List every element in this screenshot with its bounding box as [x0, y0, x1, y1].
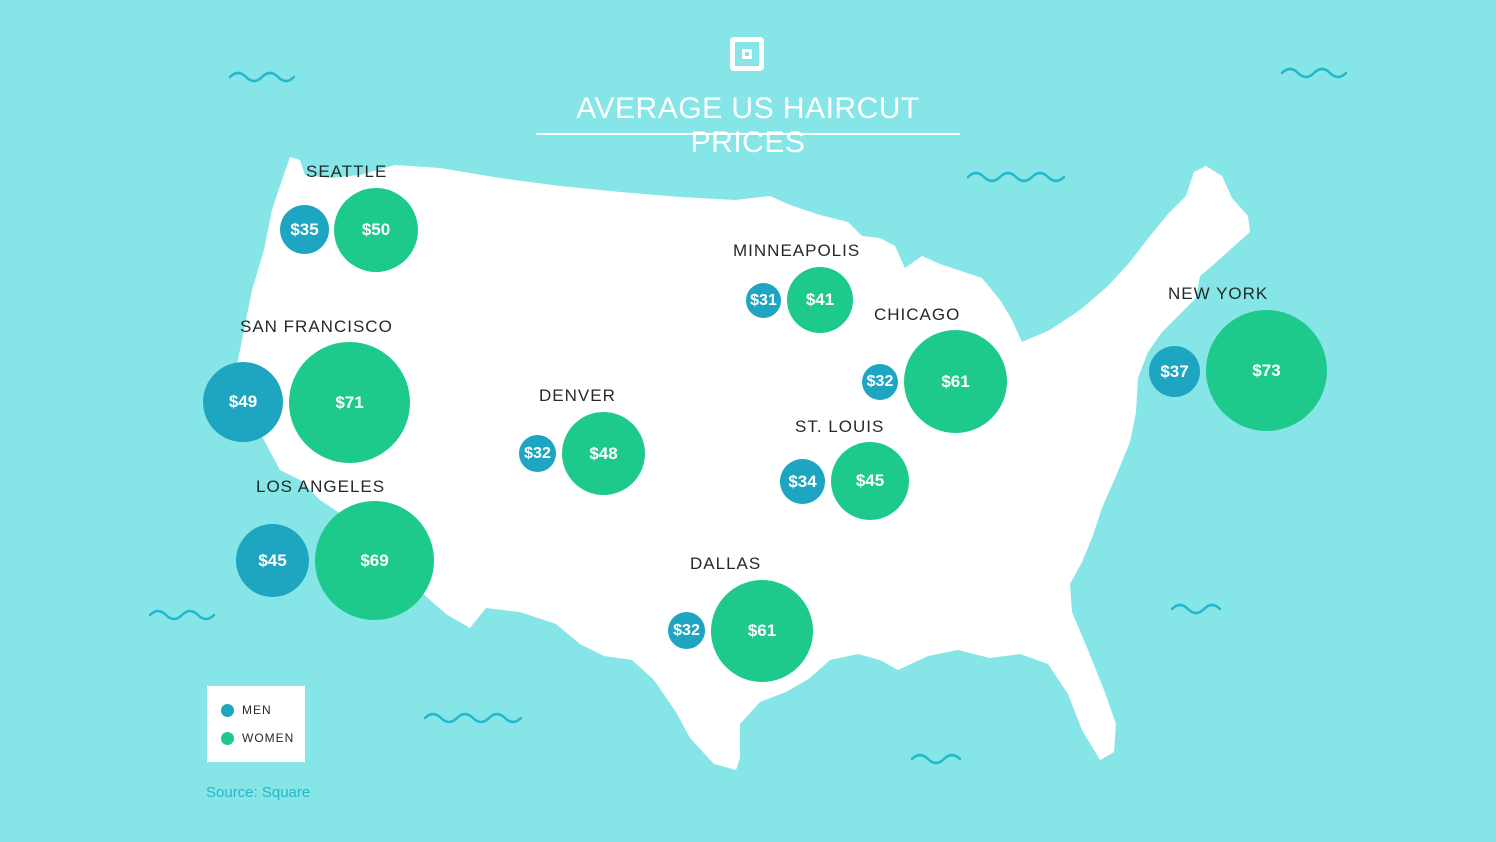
men-price-bubble-new-york: $37: [1149, 346, 1200, 397]
city-label-seattle: SEATTLE: [306, 162, 388, 181]
source-note: Source: Square: [206, 784, 311, 801]
wave-icon: [966, 171, 1066, 183]
square-logo-inner: [742, 49, 752, 59]
men-price-bubble-los-angeles: $45: [236, 524, 309, 597]
legend-label-women: WOMEN: [242, 731, 295, 745]
women-price-bubble-seattle: $50: [334, 188, 418, 272]
legend-item-women: WOMEN: [221, 731, 294, 745]
women-price-bubble-dallas: $61: [711, 580, 813, 682]
men-price-bubble-seattle: $35: [280, 205, 329, 254]
page-title: AVERAGE US HAIRCUT PRICES: [576, 92, 920, 159]
men-price-bubble-dallas: $32: [668, 612, 705, 649]
city-label-minneapolis: MINNEAPOLIS: [733, 241, 861, 260]
men-price-bubble-st-louis: $34: [780, 459, 825, 504]
wave-icon: [1170, 603, 1222, 615]
wave-icon: [148, 609, 216, 621]
city-label-denver: DENVER: [539, 386, 616, 405]
men-price-bubble-minneapolis: $31: [746, 283, 781, 318]
women-price-bubble-san-francisco: $71: [289, 342, 410, 463]
legend-item-men: MEN: [221, 703, 272, 717]
legend: MEN WOMEN: [207, 686, 305, 762]
men-price-bubble-denver: $32: [519, 435, 556, 472]
city-label-los-angeles: LOS ANGELES: [256, 477, 386, 496]
city-label-st-louis: ST. LOUIS: [795, 417, 885, 436]
wave-decorations: [148, 67, 1348, 765]
title-underline: [536, 133, 960, 135]
women-price-bubble-st-louis: $45: [831, 442, 909, 520]
men-price-bubble-san-francisco: $49: [203, 362, 283, 442]
city-label-chicago: CHICAGO: [874, 305, 961, 324]
city-label-new-york: NEW YORK: [1168, 284, 1269, 303]
city-label-san-francisco: SAN FRANCISCO: [240, 317, 393, 336]
us-landmass: [236, 157, 1250, 770]
women-price-bubble-chicago: $61: [904, 330, 1007, 433]
legend-dot-men: [221, 703, 234, 717]
women-price-bubble-denver: $48: [562, 412, 645, 495]
city-label-dallas: DALLAS: [690, 554, 762, 573]
wave-icon: [228, 71, 296, 83]
legend-label-men: MEN: [242, 703, 272, 717]
legend-dot-women: [221, 731, 234, 745]
wave-icon: [1280, 67, 1348, 79]
women-price-bubble-new-york: $73: [1206, 310, 1327, 431]
women-price-bubble-los-angeles: $69: [315, 501, 434, 620]
square-logo-icon: [730, 37, 764, 71]
wave-icon: [423, 712, 523, 724]
men-price-bubble-chicago: $32: [862, 364, 898, 400]
women-price-bubble-minneapolis: $41: [787, 267, 853, 333]
wave-icon: [910, 753, 962, 765]
